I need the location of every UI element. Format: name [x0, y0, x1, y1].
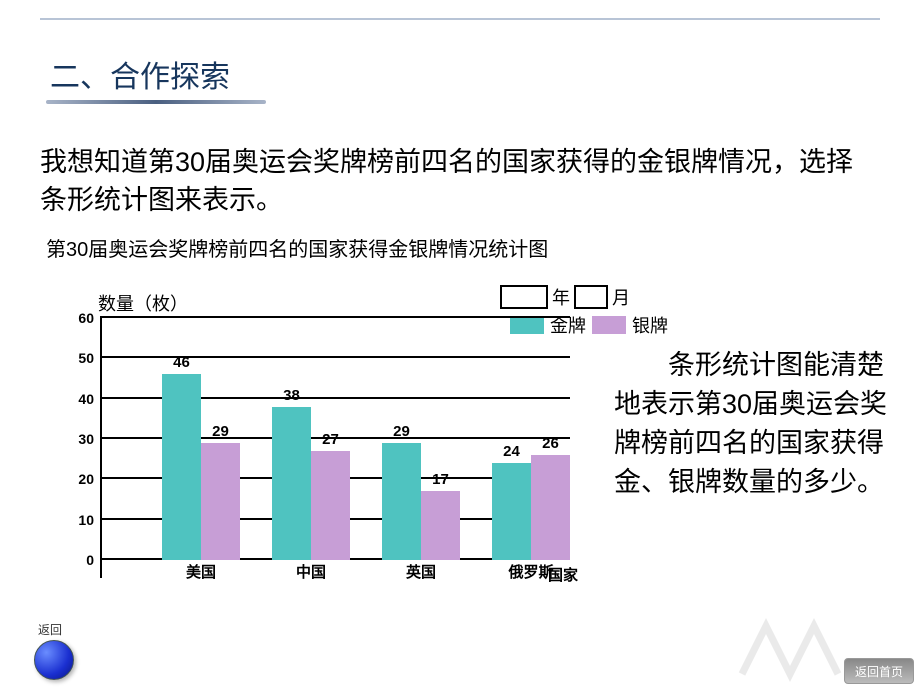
bar-value-label: 24	[503, 443, 520, 460]
year-label: 年	[552, 284, 570, 310]
home-button[interactable]: 返回首页	[844, 658, 914, 684]
watermark-icon	[730, 610, 850, 690]
back-button[interactable]	[34, 640, 74, 680]
bar-group: 3827	[272, 407, 350, 560]
year-input-box[interactable]	[500, 285, 548, 309]
bar: 17	[421, 491, 460, 560]
side-explanation-text: 条形统计图能清楚地表示第30届奥运会奖牌榜前四名的国家获得金、银牌数量的多少。	[614, 346, 890, 503]
y-axis-label: 数量（枚）	[98, 290, 188, 316]
top-border	[40, 18, 880, 20]
y-tick: 30	[70, 431, 94, 447]
legend-label-silver: 银牌	[632, 312, 668, 338]
bar: 26	[531, 455, 570, 560]
bar-chart: 01020304050604629美国3827中国2917英国2426俄罗斯	[100, 318, 570, 578]
bar: 38	[272, 407, 311, 560]
bar-value-label: 27	[322, 431, 339, 448]
bar-value-label: 29	[212, 423, 229, 440]
bar: 29	[201, 443, 240, 560]
y-tick: 10	[70, 512, 94, 528]
bar: 29	[382, 443, 421, 560]
date-input-row: 年 月	[500, 284, 630, 310]
y-tick: 60	[70, 310, 94, 326]
grid-line	[100, 356, 570, 358]
y-tick: 40	[70, 391, 94, 407]
bar-value-label: 29	[393, 423, 410, 440]
y-tick: 50	[70, 350, 94, 366]
bar-group: 2426	[492, 455, 570, 560]
back-area: 返回	[34, 621, 74, 680]
bar-group: 4629	[162, 374, 240, 560]
x-category-label: 美国	[162, 561, 240, 582]
bar-value-label: 46	[173, 354, 190, 371]
bar: 27	[311, 451, 350, 560]
intro-text: 我想知道第30届奥运会奖牌榜前四名的国家获得的金银牌情况，选择条形统计图来表示。	[40, 144, 880, 220]
grid-line	[100, 316, 570, 318]
y-tick: 20	[70, 471, 94, 487]
x-category-label: 中国	[272, 561, 350, 582]
bar-value-label: 26	[542, 435, 559, 452]
bar-value-label: 17	[432, 471, 449, 488]
back-label: 返回	[38, 621, 74, 638]
month-input-box[interactable]	[574, 285, 608, 309]
bar-value-label: 38	[283, 387, 300, 404]
title-underline	[46, 100, 266, 104]
x-category-label: 英国	[382, 561, 460, 582]
bar: 24	[492, 463, 531, 560]
bar-group: 2917	[382, 443, 460, 560]
chart-title: 第30届奥运会奖牌榜前四名的国家获得金银牌情况统计图	[46, 233, 548, 262]
bar: 46	[162, 374, 201, 560]
y-tick: 0	[70, 552, 94, 568]
section-title: 二、合作探索	[50, 52, 230, 96]
x-axis-title: 国家	[548, 564, 578, 585]
month-label: 月	[612, 284, 630, 310]
legend-swatch-silver	[592, 316, 626, 334]
